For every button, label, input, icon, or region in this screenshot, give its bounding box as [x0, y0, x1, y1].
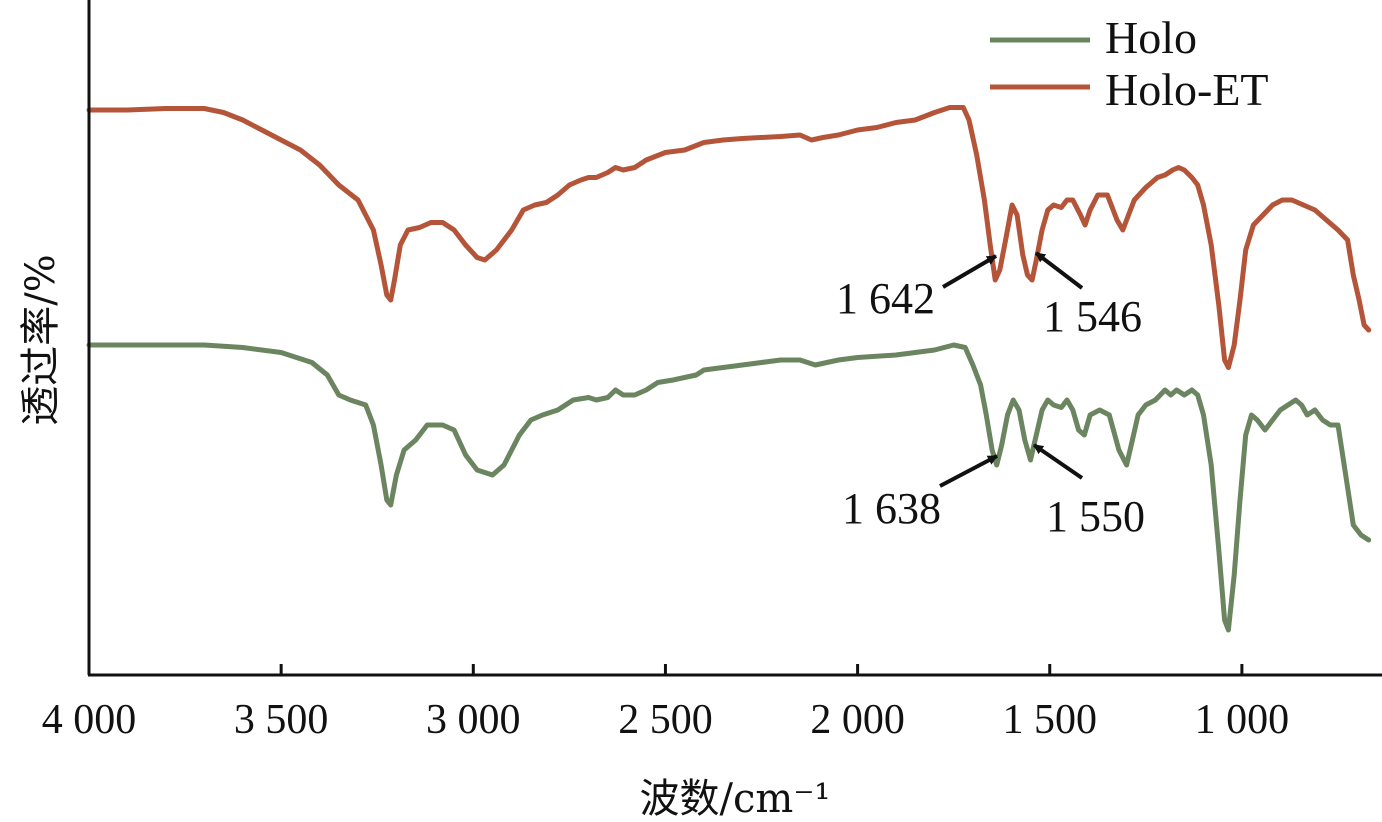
legend-label-holo-et: Holo-ET — [1105, 64, 1269, 115]
annotation-label-1546: 1 546 — [1043, 292, 1142, 341]
x-tick-label: 1 000 — [1195, 697, 1290, 743]
series-line-holo-et — [86, 105, 1372, 370]
annotation-label-1638: 1 638 — [842, 484, 941, 533]
x-tick-label: 4 000 — [42, 697, 137, 743]
plot-area — [86, 105, 1372, 633]
y-axis-title: 透过率/% — [18, 254, 64, 425]
annotation-label-1642: 1 642 — [836, 274, 935, 323]
x-tick-label: 2 000 — [810, 697, 905, 743]
x-tick-label: 1 500 — [1003, 697, 1098, 743]
legend-label-holo: Holo — [1105, 12, 1197, 63]
series-line-holo — [86, 342, 1372, 633]
legend: Holo Holo-ET — [990, 12, 1269, 115]
x-tick-label: 2 500 — [618, 697, 713, 743]
x-axis-ticks: 4 000 3 500 3 000 2 500 2 000 1 500 1 000 — [42, 664, 1289, 743]
annotation-1546: 1 546 — [1034, 251, 1142, 341]
x-tick-label: 3 500 — [234, 697, 329, 743]
annotation-1550: 1 550 — [1032, 443, 1145, 541]
x-tick-label: 3 000 — [426, 697, 521, 743]
annotation-1642: 1 642 — [836, 254, 998, 323]
annotation-1638: 1 638 — [842, 454, 998, 533]
annotation-label-1550: 1 550 — [1046, 492, 1145, 541]
x-axis-title: 波数/cm⁻¹ — [640, 776, 831, 822]
